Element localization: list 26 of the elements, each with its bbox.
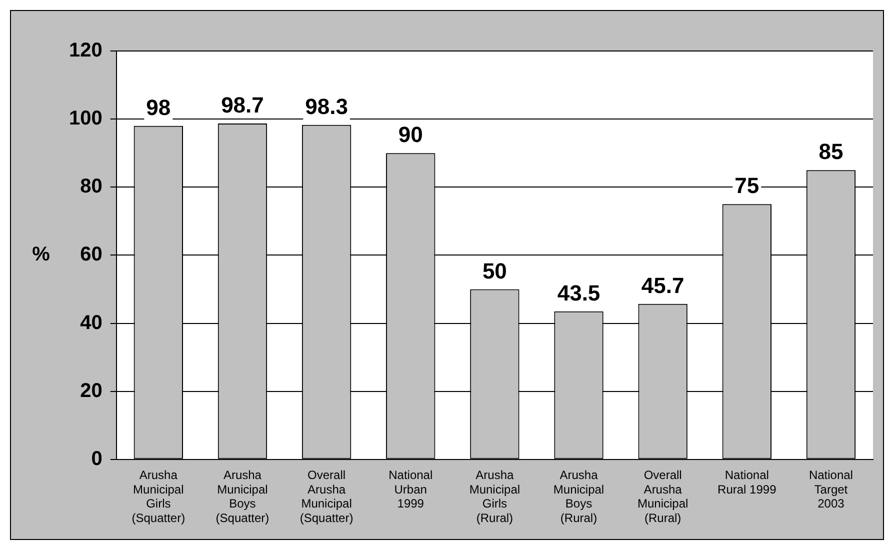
x-tick-label: Arusha Municipal Girls (Squatter)	[132, 468, 186, 526]
y-axis-title: %	[32, 244, 50, 266]
x-tick-label: Overall Arusha Municipal (Squatter)	[300, 468, 354, 526]
data-label: 75	[734, 173, 760, 198]
y-tick-label: 60	[80, 244, 102, 266]
x-tick-label: Arusha Municipal Boys (Rural)	[553, 468, 604, 526]
data-label: 50	[482, 258, 507, 284]
y-tick-label: 0	[91, 448, 102, 470]
data-label: 45.7	[641, 272, 684, 298]
x-tick-label: Arusha Municipal Girls (Rural)	[469, 468, 520, 526]
x-tick-label: Overall Arusha Municipal (Rural)	[637, 468, 688, 526]
data-label: 98.3	[305, 94, 348, 119]
y-tick-label: 20	[80, 380, 102, 402]
data-label: 98.7	[221, 92, 264, 118]
x-tick-label: National Target 2003	[808, 468, 853, 511]
x-tick-label: Arusha Municipal Boys (Squatter)	[216, 468, 270, 526]
y-tick-label: 100	[68, 108, 102, 130]
data-label: 85	[818, 139, 844, 164]
x-tick-label: National Rural 1999	[718, 468, 777, 496]
y-tick-label: 80	[80, 176, 102, 198]
data-label: 98	[146, 94, 171, 120]
y-tick-label: 120	[68, 40, 102, 62]
x-tick-label: National Urban 1999	[388, 468, 433, 511]
y-tick-label: 40	[80, 312, 102, 334]
data-label: 43.5	[557, 280, 600, 306]
data-label: 90	[398, 122, 423, 148]
